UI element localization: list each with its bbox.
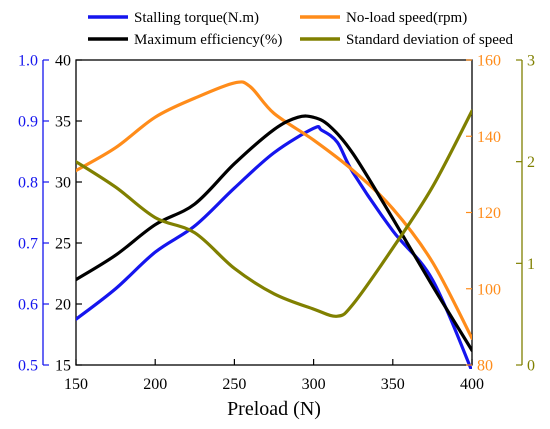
y-tick-label: 20 bbox=[55, 297, 71, 314]
x-tick-label: 300 bbox=[302, 376, 326, 393]
y-tick-label: 0.6 bbox=[18, 297, 38, 314]
y-tick-label: 80 bbox=[477, 358, 493, 375]
y-axis-left-outer: 0.5 0.6 0.7 0.8 0.9 1.0 bbox=[18, 53, 49, 375]
y-tick-label: 35 bbox=[55, 114, 71, 131]
x-tick-label: 150 bbox=[64, 376, 88, 393]
y-tick-label: 40 bbox=[55, 53, 71, 70]
y-tick-label: 3 bbox=[527, 53, 535, 70]
axes-layer: 150 200 250 300 350 4000.50.60.70.80.91.01520… bbox=[18, 53, 535, 394]
y-tick-label: 140 bbox=[477, 129, 501, 146]
legend-label: Standard deviation of speed bbox=[346, 32, 514, 48]
x-axis-label: Preload (N) bbox=[227, 398, 321, 420]
plot-frame bbox=[75, 59, 473, 366]
y-tick-label: 1.0 bbox=[18, 53, 38, 70]
legend-entry: Maximum efficiency(%) bbox=[88, 32, 282, 48]
series-layer bbox=[76, 80, 472, 369]
y-tick-label: 2 bbox=[527, 154, 535, 171]
x-tick-label: 400 bbox=[460, 376, 484, 393]
x-tick-label: 200 bbox=[143, 376, 167, 393]
series-line-stalling-torque-n-m bbox=[76, 125, 472, 369]
y-tick-label: 15 bbox=[55, 358, 71, 375]
series-line-no-load-speed-rpm bbox=[76, 80, 472, 340]
y-tick-label: 30 bbox=[55, 175, 71, 192]
y-tick-label: 25 bbox=[55, 236, 71, 253]
legend-label: Maximum efficiency(%) bbox=[134, 32, 282, 48]
y-tick-label: 0 bbox=[527, 358, 535, 375]
y-tick-label: 120 bbox=[477, 205, 501, 222]
y-tick-label: 160 bbox=[477, 53, 501, 70]
x-tick-label: 250 bbox=[222, 376, 246, 393]
y-axis-left-inner: 15 20 25 30 35 40 bbox=[55, 53, 82, 375]
x-axis: 150 200 250 300 350 400 bbox=[64, 359, 484, 393]
y-tick-label: 0.8 bbox=[18, 175, 38, 192]
legend-entry: Standard deviation of speed bbox=[300, 32, 514, 48]
y-tick-label: 100 bbox=[477, 281, 501, 298]
y-tick-label: 1 bbox=[527, 256, 535, 273]
legend-label: No-load speed(rpm) bbox=[346, 10, 467, 26]
legend-entry: Stalling torque(N.m) bbox=[88, 10, 259, 26]
series-line-maximum-efficiency bbox=[76, 114, 472, 352]
legend-entry: No-load speed(rpm) bbox=[300, 10, 467, 26]
y-axis-right-inner: 80 100 120 140 160 bbox=[466, 53, 501, 375]
y-tick-label: 0.7 bbox=[18, 236, 38, 253]
y-tick-label: 0.9 bbox=[18, 114, 38, 131]
series-line-standard-deviation-of-speed bbox=[76, 109, 472, 318]
legend: Stalling torque(N.m) No-load speed(rpm) Ma… bbox=[88, 10, 514, 48]
y-tick-label: 0.5 bbox=[18, 358, 38, 375]
y-axis-right-outer: 0 1 2 3 bbox=[516, 53, 535, 375]
x-tick-label: 350 bbox=[381, 376, 405, 393]
legend-label: Stalling torque(N.m) bbox=[134, 10, 259, 26]
